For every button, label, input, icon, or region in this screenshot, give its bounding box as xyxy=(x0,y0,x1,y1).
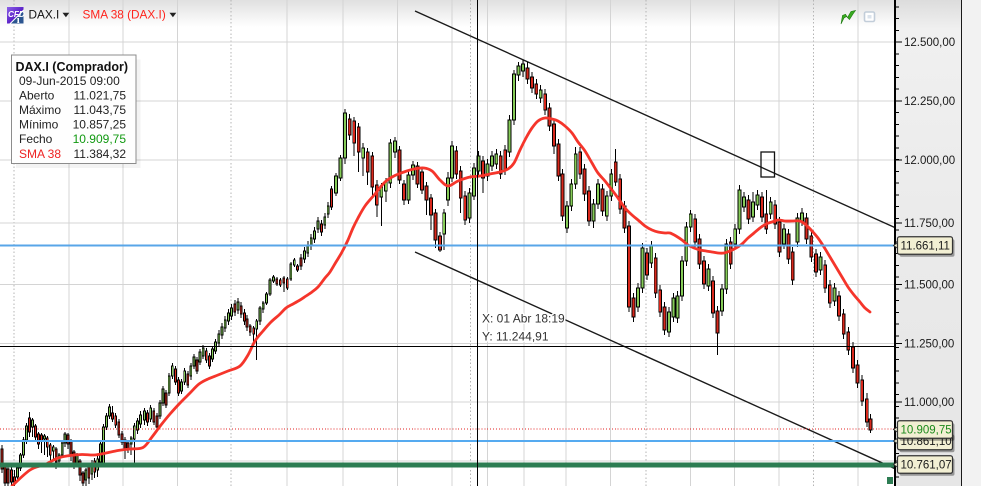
svg-text:11.250,00: 11.250,00 xyxy=(904,339,954,351)
svg-text:Fecho: Fecho xyxy=(19,132,53,146)
svg-text:11.021,75: 11.021,75 xyxy=(74,88,127,102)
svg-text:Y: 11.244,91: Y: 11.244,91 xyxy=(482,330,549,344)
svg-text:SMA 38 (DAX.I): SMA 38 (DAX.I) xyxy=(83,8,166,22)
svg-text:10.761,07: 10.761,07 xyxy=(901,460,952,472)
svg-text:11.000,00: 11.000,00 xyxy=(904,397,954,409)
svg-text:11.661,11: 11.661,11 xyxy=(901,241,950,253)
svg-text:Mínimo: Mínimo xyxy=(19,118,59,132)
svg-text:X: 01 Abr 18:19: X: 01 Abr 18:19 xyxy=(482,312,565,326)
svg-text:10.857,25: 10.857,25 xyxy=(73,118,127,132)
svg-text:11.500,00: 11.500,00 xyxy=(904,280,954,292)
svg-text:i: i xyxy=(17,15,20,26)
svg-text:12.500,00: 12.500,00 xyxy=(904,37,955,49)
svg-text:DAX.I: DAX.I xyxy=(29,8,60,22)
svg-text:Máximo: Máximo xyxy=(19,103,61,117)
svg-text:11.750,00: 11.750,00 xyxy=(904,218,954,230)
svg-text:CFD: CFD xyxy=(8,10,25,19)
svg-text:12.000,00: 12.000,00 xyxy=(904,155,955,167)
svg-text:12.250,00: 12.250,00 xyxy=(904,96,955,108)
svg-text:10.909,75: 10.909,75 xyxy=(73,132,127,146)
svg-text:09-Jun-2015 09:00: 09-Jun-2015 09:00 xyxy=(19,74,120,88)
svg-text:11.043,75: 11.043,75 xyxy=(74,103,127,117)
svg-text:SMA 38: SMA 38 xyxy=(19,147,61,161)
svg-text:10.861,10: 10.861,10 xyxy=(901,436,952,448)
svg-text:10.909,75: 10.909,75 xyxy=(901,425,952,437)
svg-text:11.384,32: 11.384,32 xyxy=(74,147,127,161)
svg-text:DAX.I (Comprador): DAX.I (Comprador) xyxy=(16,60,129,74)
svg-text:Aberto: Aberto xyxy=(19,88,55,102)
